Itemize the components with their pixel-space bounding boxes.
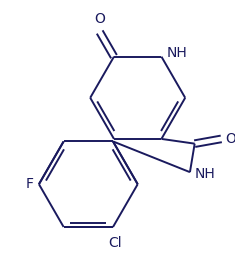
Text: Cl: Cl xyxy=(108,236,122,250)
Text: O: O xyxy=(94,12,105,26)
Text: NH: NH xyxy=(195,167,215,181)
Text: O: O xyxy=(225,132,235,146)
Text: NH: NH xyxy=(166,46,187,60)
Text: F: F xyxy=(25,177,33,191)
